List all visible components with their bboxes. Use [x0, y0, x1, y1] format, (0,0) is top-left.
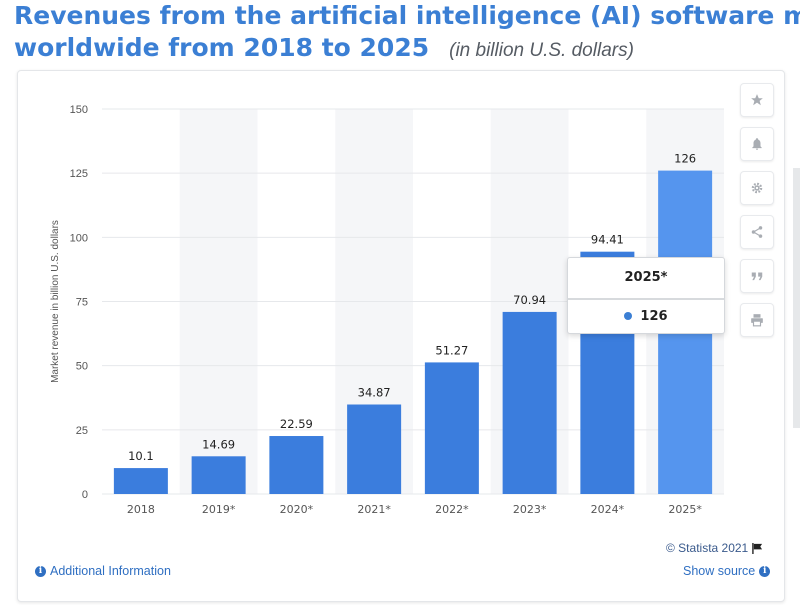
bar-value-label: 34.87: [358, 386, 391, 400]
flag-icon: [752, 542, 763, 554]
x-tick-label: 2021*: [357, 503, 391, 516]
y-tick-label: 125: [70, 168, 88, 180]
bar-value-label: 94.41: [591, 233, 624, 247]
bar-value-label: 126: [674, 152, 696, 166]
bar-tooltip: 2025* 126: [567, 257, 725, 334]
star-icon: [751, 94, 763, 106]
y-tick-label: 100: [70, 232, 88, 244]
x-tick-label: 2019*: [202, 503, 236, 516]
bar-value-label: 14.69: [202, 437, 235, 451]
bar-value-label: 10.1: [128, 449, 154, 463]
y-tick-label: 0: [82, 489, 88, 501]
tooltip-series-dot: [624, 312, 633, 320]
title-line-2: worldwide from 2018 to 2025: [14, 33, 430, 62]
bar: [269, 436, 324, 494]
show-source-label: Show source: [683, 564, 756, 578]
x-tick-label: 2024*: [591, 503, 625, 516]
bar: [191, 456, 246, 494]
y-axis-label: Market revenue in billion U.S. dollars: [50, 220, 61, 383]
additional-information-link[interactable]: i Additional Information: [35, 564, 171, 578]
print-icon: [751, 314, 763, 327]
bar: [502, 311, 557, 494]
bar: [113, 468, 168, 494]
x-tick-label: 2018: [127, 503, 155, 516]
copyright-text: © Statista 2021: [666, 541, 749, 555]
chart-subtitle: (in billion U.S. dollars): [449, 40, 634, 61]
gear-icon: [751, 182, 763, 194]
show-source-link[interactable]: Show source i: [683, 564, 771, 578]
tooltip-value: 126: [640, 308, 668, 324]
x-tick-label: 2025*: [668, 503, 702, 516]
copyright-notice[interactable]: © Statista 2021: [666, 541, 763, 555]
y-tick-label: 50: [76, 361, 88, 373]
settings-button[interactable]: [740, 171, 774, 205]
x-tick-label: 2020*: [280, 503, 314, 516]
print-button[interactable]: [740, 303, 774, 337]
tooltip-divider: [568, 298, 724, 300]
cite-button[interactable]: [740, 259, 774, 293]
chart-card: 0 25 50 75 100 125 150 Market revenue in billio…: [17, 70, 785, 602]
page-scroll-edge: [793, 168, 800, 428]
share-icon: [751, 226, 763, 238]
x-tick-label: 2022*: [435, 503, 469, 516]
additional-information-label: Additional Information: [50, 564, 171, 578]
tooltip-category: 2025*: [624, 270, 668, 285]
y-tick-label: 25: [76, 425, 88, 437]
bar: [347, 404, 402, 494]
info-icon: i: [759, 565, 771, 577]
share-button[interactable]: [740, 215, 774, 249]
y-tick-label: 150: [70, 104, 88, 116]
side-toolbar: [740, 83, 774, 347]
bar-value-label: 51.27: [435, 343, 468, 357]
favorite-button[interactable]: [740, 83, 774, 117]
bar-value-label: 22.59: [280, 417, 313, 431]
quote-icon: [751, 272, 763, 281]
y-tick-label: 75: [76, 297, 88, 309]
info-icon: i: [35, 565, 46, 577]
chart-title: Revenues from the artificial intelligenc…: [14, 0, 800, 64]
x-tick-label: 2023*: [513, 503, 547, 516]
bar: [424, 362, 479, 494]
alert-button[interactable]: [740, 127, 774, 161]
bell-icon: [752, 138, 762, 150]
bar-value-label: 70.94: [513, 293, 546, 307]
title-line-1: Revenues from the artificial intelligenc…: [14, 1, 800, 30]
